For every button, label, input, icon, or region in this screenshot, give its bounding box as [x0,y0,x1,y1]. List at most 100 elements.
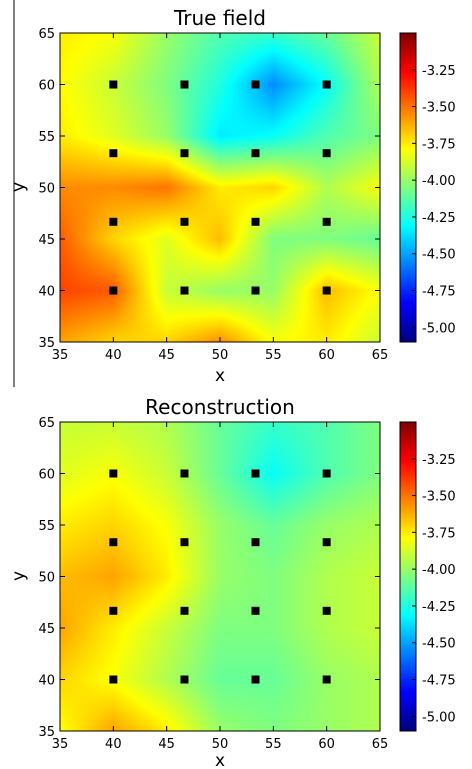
colorbar-tick-label: -4.50 [422,637,456,652]
x-tick-label: 45 [158,737,175,752]
y-tick-label: 40 [38,285,55,300]
x-tick-label: 55 [265,737,282,752]
x-tick-label: 40 [105,737,122,752]
colorbar-tick-label: -3.25 [422,64,456,79]
plot-area [59,421,381,732]
sensor-marker [180,286,189,295]
chart-title: Reconstruction [145,395,295,419]
sensor-marker [322,606,331,615]
y-tick-label: 45 [38,233,55,248]
sensor-marker [251,675,260,684]
sensor-marker [251,606,260,615]
y-tick-label: 60 [38,79,55,94]
sensor-marker [322,538,331,547]
reconstruction-panel: Reconstruction 35 40 45 50 55 60 65 35 40 45 50 55… [9,395,456,769]
colorbar-frame [399,32,417,343]
colorbar-tick-label: -4.25 [422,600,456,615]
sensor-marker [180,469,189,478]
x-axis: 35 40 45 50 55 60 65 [52,422,388,752]
x-tick-label: 45 [158,348,175,363]
x-tick-label: 60 [318,737,335,752]
colorbar-tick-label: -5.00 [422,710,456,725]
colorbar-tick-label: -3.75 [422,137,456,152]
plot-area [59,32,381,343]
colorbar-tick-label: -3.50 [422,490,456,505]
sensor-marker [180,538,189,547]
y-axis: 35 40 45 50 55 60 65 [38,416,380,740]
colorbar-tick-label: -3.75 [422,526,456,541]
heatmap-canvas [60,33,380,342]
x-tick-label: 35 [52,348,69,363]
colorbar-tick-label: -4.75 [422,285,456,300]
y-tick-label: 40 [38,674,55,689]
sensor-marker [180,217,189,226]
sensor-marker [322,286,331,295]
sensor-marker [251,469,260,478]
x-tick-label: 50 [212,737,229,752]
x-tick-label: 40 [105,348,122,363]
y-tick-label: 55 [38,519,55,534]
sensor-marker [322,675,331,684]
x-tick-label: 50 [212,348,229,363]
sensor-marker [109,149,118,158]
colorbar-gradient [400,422,416,731]
colorbar-gradient [400,33,416,342]
sensor-marker [109,675,118,684]
sensor-marker [109,538,118,547]
sensor-marker [322,469,331,478]
colorbar-tick-label: -3.50 [422,101,456,116]
chart-title: True field [173,6,266,30]
colorbar-tick-label: -4.75 [422,674,456,689]
sensor-marker [322,80,331,89]
sensor-marker [322,149,331,158]
y-tick-label: 50 [38,182,55,197]
sensor-marker [109,217,118,226]
y-axis-label: y [9,571,29,581]
x-tick-label: 65 [372,348,389,363]
y-tick-label: 35 [38,336,55,351]
colorbar-tick-label: -5.00 [422,321,456,336]
colorbar-ticks: -5.00 -4.75 -4.50 -4.25 -4.00 -3.75 -3.50 -3.25 [412,453,456,725]
sensor-marker [251,80,260,89]
x-tick-label: 60 [318,348,335,363]
sensor-marker [180,606,189,615]
heatmap-canvas [60,422,380,731]
colorbar-ticks: -5.00 -4.75 -4.50 -4.25 -4.00 -3.75 -3.50 -3.25 [412,64,456,336]
sensor-marker [251,286,260,295]
y-axis: 35 40 45 50 55 60 65 [38,27,380,351]
sensor-marker [109,606,118,615]
y-tick-label: 50 [38,571,55,586]
sensor-markers [109,469,331,684]
colorbar-tick-label: -4.00 [422,563,456,578]
colorbar-tick-label: -4.25 [422,211,456,226]
sensor-marker [109,80,118,89]
sensor-marker [251,149,260,158]
sensor-marker [180,675,189,684]
y-axis-label: y [9,182,29,192]
colorbar-frame [399,421,417,732]
sensor-marker [251,538,260,547]
sensor-marker [180,80,189,89]
y-tick-label: 45 [38,622,55,637]
y-tick-label: 35 [38,725,55,740]
x-tick-label: 35 [52,737,69,752]
colorbar-tick-label: -4.00 [422,174,456,189]
sensor-marker [109,286,118,295]
sensor-marker [180,149,189,158]
x-axis: 35 40 45 50 55 60 65 [52,33,389,363]
y-tick-label: 65 [38,416,55,431]
x-axis-label: x [215,751,225,769]
x-tick-label: 55 [265,348,282,363]
colorbar: -5.00 -4.75 -4.50 -4.25 -4.00 -3.75 -3.50 -3.25 [399,421,456,732]
y-tick-label: 65 [38,27,55,42]
y-tick-label: 60 [38,468,55,483]
x-axis-label: x [215,366,225,386]
sensor-marker [322,217,331,226]
sensor-marker [251,217,260,226]
colorbar-tick-label: -3.25 [422,453,456,468]
y-tick-label: 55 [38,130,55,145]
true-field-panel: True field 35 40 45 50 55 60 65 35 40 45 50 55 60 65… [9,6,456,386]
colorbar: -5.00 -4.75 -4.50 -4.25 -4.00 -3.75 -3.50 -3.25 [399,32,456,343]
sensor-marker [109,469,118,478]
